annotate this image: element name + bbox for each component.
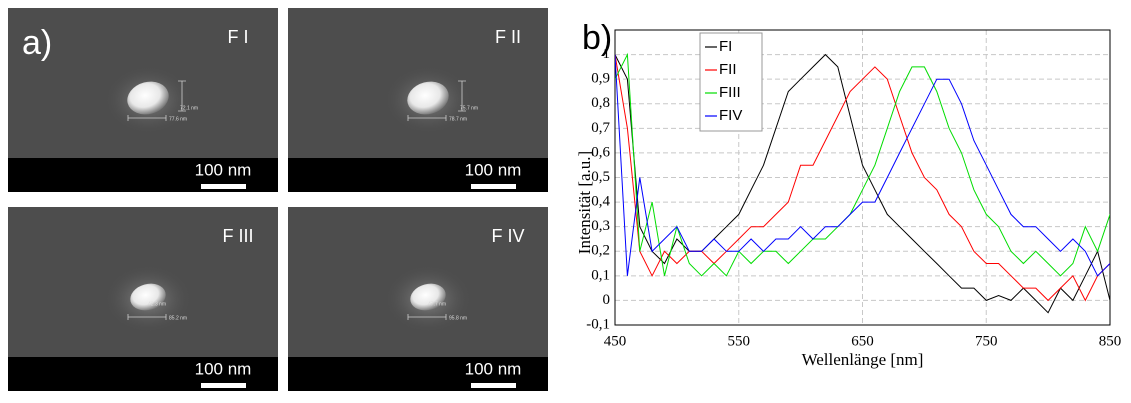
measure-label: 42.3 nm	[148, 301, 166, 307]
scale-label: 100 nm	[195, 160, 252, 179]
measure-line	[407, 314, 447, 320]
sem-image: F I 72.1 nm 77.6 nm 100 nm	[8, 8, 278, 192]
scale-label: 100 nm	[465, 359, 522, 378]
scale-label: 100 nm	[195, 359, 252, 378]
particle	[410, 283, 446, 311]
measure-label: 77.6 nm	[169, 116, 187, 122]
measure-line	[407, 115, 447, 121]
sem-image: F III 42.3 nm 85.2 nm 100 nm	[8, 207, 278, 391]
y-tick-label: 0,1	[591, 267, 610, 283]
y-tick-label: 0,3	[591, 218, 610, 234]
scale-bar	[201, 184, 246, 189]
image-label: F III	[223, 226, 254, 246]
legend-label: FIV	[719, 107, 742, 124]
series-group	[615, 52, 1110, 314]
image-label: F I	[228, 27, 249, 47]
y-tick-label: 1	[603, 46, 611, 62]
sem-image: F IV 47.7 nm 95.8 nm 100 nm	[288, 207, 548, 391]
image-label: F II	[495, 27, 521, 47]
y-tick-label: 0,4	[591, 194, 610, 210]
y-axis-title: Intensität [a.u.]	[575, 151, 594, 254]
legend-label: FIII	[719, 84, 741, 101]
y-tick-label: 0,7	[591, 120, 610, 136]
measure-label: 78.7 nm	[449, 116, 467, 122]
y-tick-label: 0,5	[591, 169, 610, 185]
legend-label: FII	[719, 61, 737, 78]
measure-line	[127, 314, 167, 320]
series-line	[615, 54, 1110, 277]
sem-image: F II 75.7 nm 78.7 nm 100 nm	[288, 8, 548, 192]
y-tick-label: 0,8	[591, 95, 610, 111]
particle	[407, 81, 449, 115]
scale-bar	[201, 383, 246, 388]
measure-label: 75.7 nm	[460, 105, 478, 111]
measure-line	[178, 80, 186, 112]
x-tick-label: 650	[851, 333, 874, 349]
x-axis-title: Wellenlänge [nm]	[802, 350, 924, 369]
x-tick-label: 450	[604, 333, 627, 349]
x-tick-label: 550	[728, 333, 751, 349]
legend-label: FI	[719, 38, 732, 55]
chart: -0,1 0 0,1 0,2 0,3 0,4 0,5 0,6 0,7 0,8 0,9 1 450 550 6…	[575, 19, 1121, 369]
image-label: F IV	[491, 226, 524, 246]
panel-label: a)	[22, 24, 52, 62]
particle	[130, 283, 166, 311]
plot-frame	[614, 29, 1111, 326]
y-tick-label: 0,2	[591, 243, 610, 259]
measure-line	[127, 115, 167, 121]
measure-line	[458, 80, 466, 112]
x-tick-label: 850	[1099, 333, 1122, 349]
scale-bar	[471, 184, 516, 189]
measure-label: 95.8 nm	[449, 315, 467, 321]
y-tick-label: -0,1	[586, 316, 610, 332]
panel-a: F I 72.1 nm 77.6 nm 100 nm F II 75.7 nm 78.7 n…	[8, 8, 548, 391]
scale-bar	[471, 383, 516, 388]
series-line	[615, 52, 1110, 277]
y-tick-label: 0	[603, 292, 611, 308]
legend-box	[699, 32, 763, 132]
y-tick-label: 0,9	[591, 71, 610, 87]
scale-label: 100 nm	[465, 160, 522, 179]
measure-label: 47.7 nm	[428, 301, 446, 307]
x-tick-label: 750	[975, 333, 998, 349]
measure-label: 85.2 nm	[169, 315, 187, 321]
measure-label: 72.1 nm	[180, 105, 198, 111]
y-tick-label: 0,6	[591, 144, 610, 160]
particle	[127, 81, 169, 115]
panel-label: b)	[582, 19, 612, 57]
